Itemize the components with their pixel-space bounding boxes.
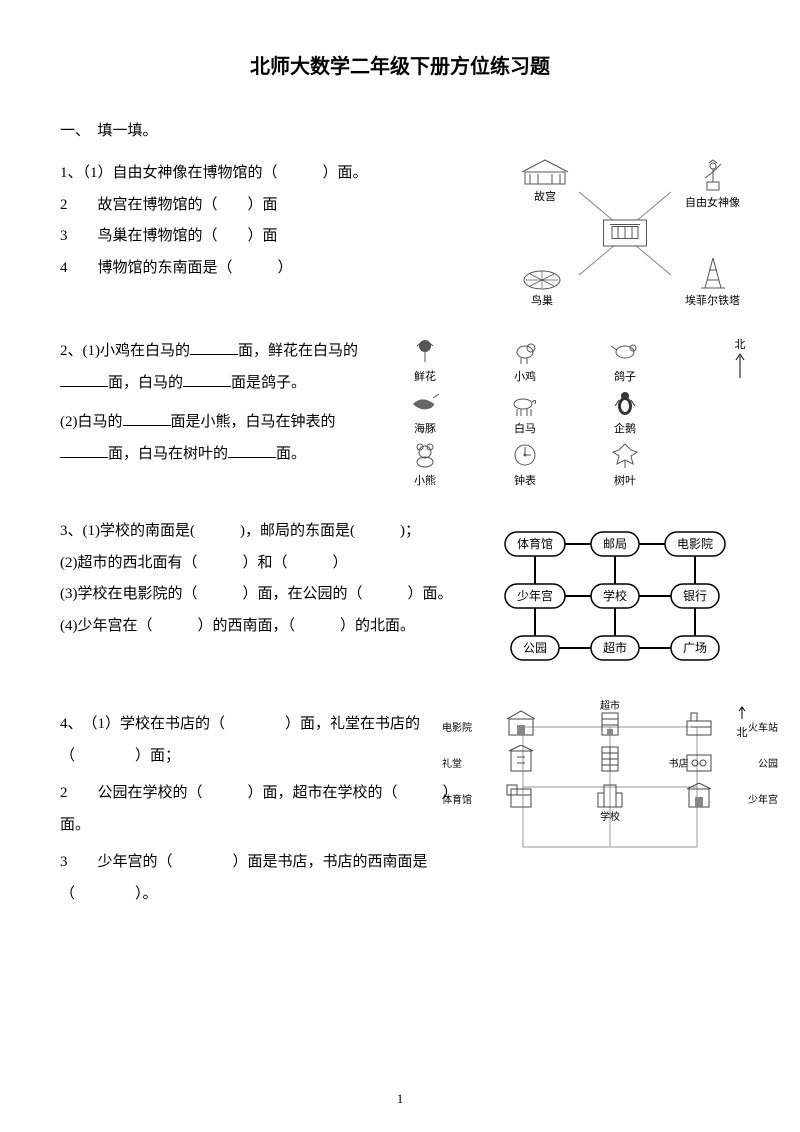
palace-icon xyxy=(520,158,570,186)
q1-line3: 3 鸟巢在博物馆的（ ）面 xyxy=(60,221,510,253)
q1-figure: 故宫 自由女神像 鸟巢 埃菲尔铁塔 xyxy=(510,158,740,308)
north-indicator-2: 北 xyxy=(732,705,752,740)
q4-line1a: 4、 （1）学校在书店的（ ）面，礼堂在书店的 xyxy=(60,709,480,741)
svg-text:邮局: 邮局 xyxy=(603,537,627,551)
q2-cell-2: 鸽子 xyxy=(580,336,670,384)
nest-icon xyxy=(520,266,564,290)
fig1-se: 埃菲尔铁塔 xyxy=(685,256,740,308)
svg-text:电影院: 电影院 xyxy=(677,537,713,551)
q4-cell-1: 超市 xyxy=(569,709,650,739)
q4-cell-3: 礼堂 xyxy=(480,745,561,775)
q1-line1: 1、（1）自由女神像在博物馆的（ ）面。 xyxy=(60,158,510,190)
q4-cell-6: 体育馆 xyxy=(480,781,561,811)
q4-line2: 2 公园在学校的（ ）面，超市在学校的（ ）面。 xyxy=(60,778,480,841)
svg-text:广场: 广场 xyxy=(683,641,707,655)
q4-cell-0: 电影院 xyxy=(480,709,561,739)
q2-figure: 鲜花小鸡鸽子海豚白马企鹅小熊钟表树叶 xyxy=(380,336,670,488)
q4-cell-8: 少年宫 xyxy=(659,781,740,811)
question-3: 3、(1)学校的南面是( )，邮局的东面是( )； (2)超市的西北面有（ ）和… xyxy=(60,516,740,681)
q4-figure: 电影院超市火车站礼堂书店公园体育馆学校少年宫 北 xyxy=(480,709,740,811)
section-heading: 一、 填一填。 xyxy=(60,119,740,140)
q1-line2: 2 故宫在博物馆的（ ）面 xyxy=(60,190,510,222)
q4-cell-7: 学校 xyxy=(569,781,650,811)
fig1-ne: 自由女神像 xyxy=(685,158,740,210)
q2-cell-1: 小鸡 xyxy=(480,336,570,384)
q4-cell-4: 书店 xyxy=(569,745,650,775)
svg-text:超市: 超市 xyxy=(603,640,627,655)
fig1-sw: 鸟巢 xyxy=(520,266,564,308)
q2-cell-0: 鲜花 xyxy=(380,336,470,384)
q2-cell-5: 企鹅 xyxy=(580,388,670,436)
question-4: 4、 （1）学校在书店的（ ）面，礼堂在书店的 （ ）面； 2 公园在学校的（ … xyxy=(60,709,740,910)
q1-line4: 4 博物馆的东南面是（ ） xyxy=(60,253,510,285)
question-1: 1、（1）自由女神像在博物馆的（ ）面。 2 故宫在博物馆的（ ）面 3 鸟巢在… xyxy=(60,158,740,308)
page-title: 北师大数学二年级下册方位练习题 xyxy=(60,50,740,79)
q3-line4: (4)少年宫在（ ）的西南面，（ ）的北面。 xyxy=(60,611,490,643)
q2-cell-8: 树叶 xyxy=(580,440,670,488)
q2-cell-7: 钟表 xyxy=(480,440,570,488)
page-number: 1 xyxy=(0,1091,800,1107)
north-indicator: 北 xyxy=(730,336,750,383)
q4-line1b: （ ）面； xyxy=(60,741,480,773)
q3-line2: (2)超市的西北面有（ ）和（ ） xyxy=(60,548,490,580)
q2-p2: (2)白马的面是小熊，白马在钟表的 面，白马在树叶的面。 xyxy=(60,407,380,470)
svg-text:银行: 银行 xyxy=(683,589,707,603)
q2-cell-3: 海豚 xyxy=(380,388,470,436)
museum-icon xyxy=(603,220,647,247)
svg-text:体育馆: 体育馆 xyxy=(517,536,553,551)
fig1-nw: 故宫 xyxy=(520,158,570,204)
q4-cell-2: 火车站 xyxy=(659,709,740,739)
svg-text:公园: 公园 xyxy=(523,641,547,655)
eiffel-icon xyxy=(695,256,731,290)
q2-p1: 2、(1)小鸡在白马的面，鲜花在白马的 面，白马的面是鸽子。 xyxy=(60,336,380,399)
statue-icon xyxy=(695,158,731,192)
question-2: 2、(1)小鸡在白马的面，鲜花在白马的 面，白马的面是鸽子。 (2)白马的面是小… xyxy=(60,336,740,488)
q2-cell-4: 白马 xyxy=(480,388,570,436)
svg-text:学校: 学校 xyxy=(603,588,627,603)
svg-text:少年宫: 少年宫 xyxy=(517,588,553,603)
q3-line3: (3)学校在电影院的（ ）面，在公园的（ ）面。 xyxy=(60,579,490,611)
q3-line1: 3、(1)学校的南面是( )，邮局的东面是( )； xyxy=(60,516,490,548)
q4-line3a: 3 少年宫的（ ）面是书店，书店的西南面是 xyxy=(60,847,480,879)
q4-cell-5: 公园 xyxy=(659,745,740,775)
q4-line3b: （ ）。 xyxy=(60,879,480,911)
q2-cell-6: 小熊 xyxy=(380,440,470,488)
q3-figure: 体育馆 邮局 电影院少年宫 学校 银行公园 超市 广场 xyxy=(490,516,740,681)
